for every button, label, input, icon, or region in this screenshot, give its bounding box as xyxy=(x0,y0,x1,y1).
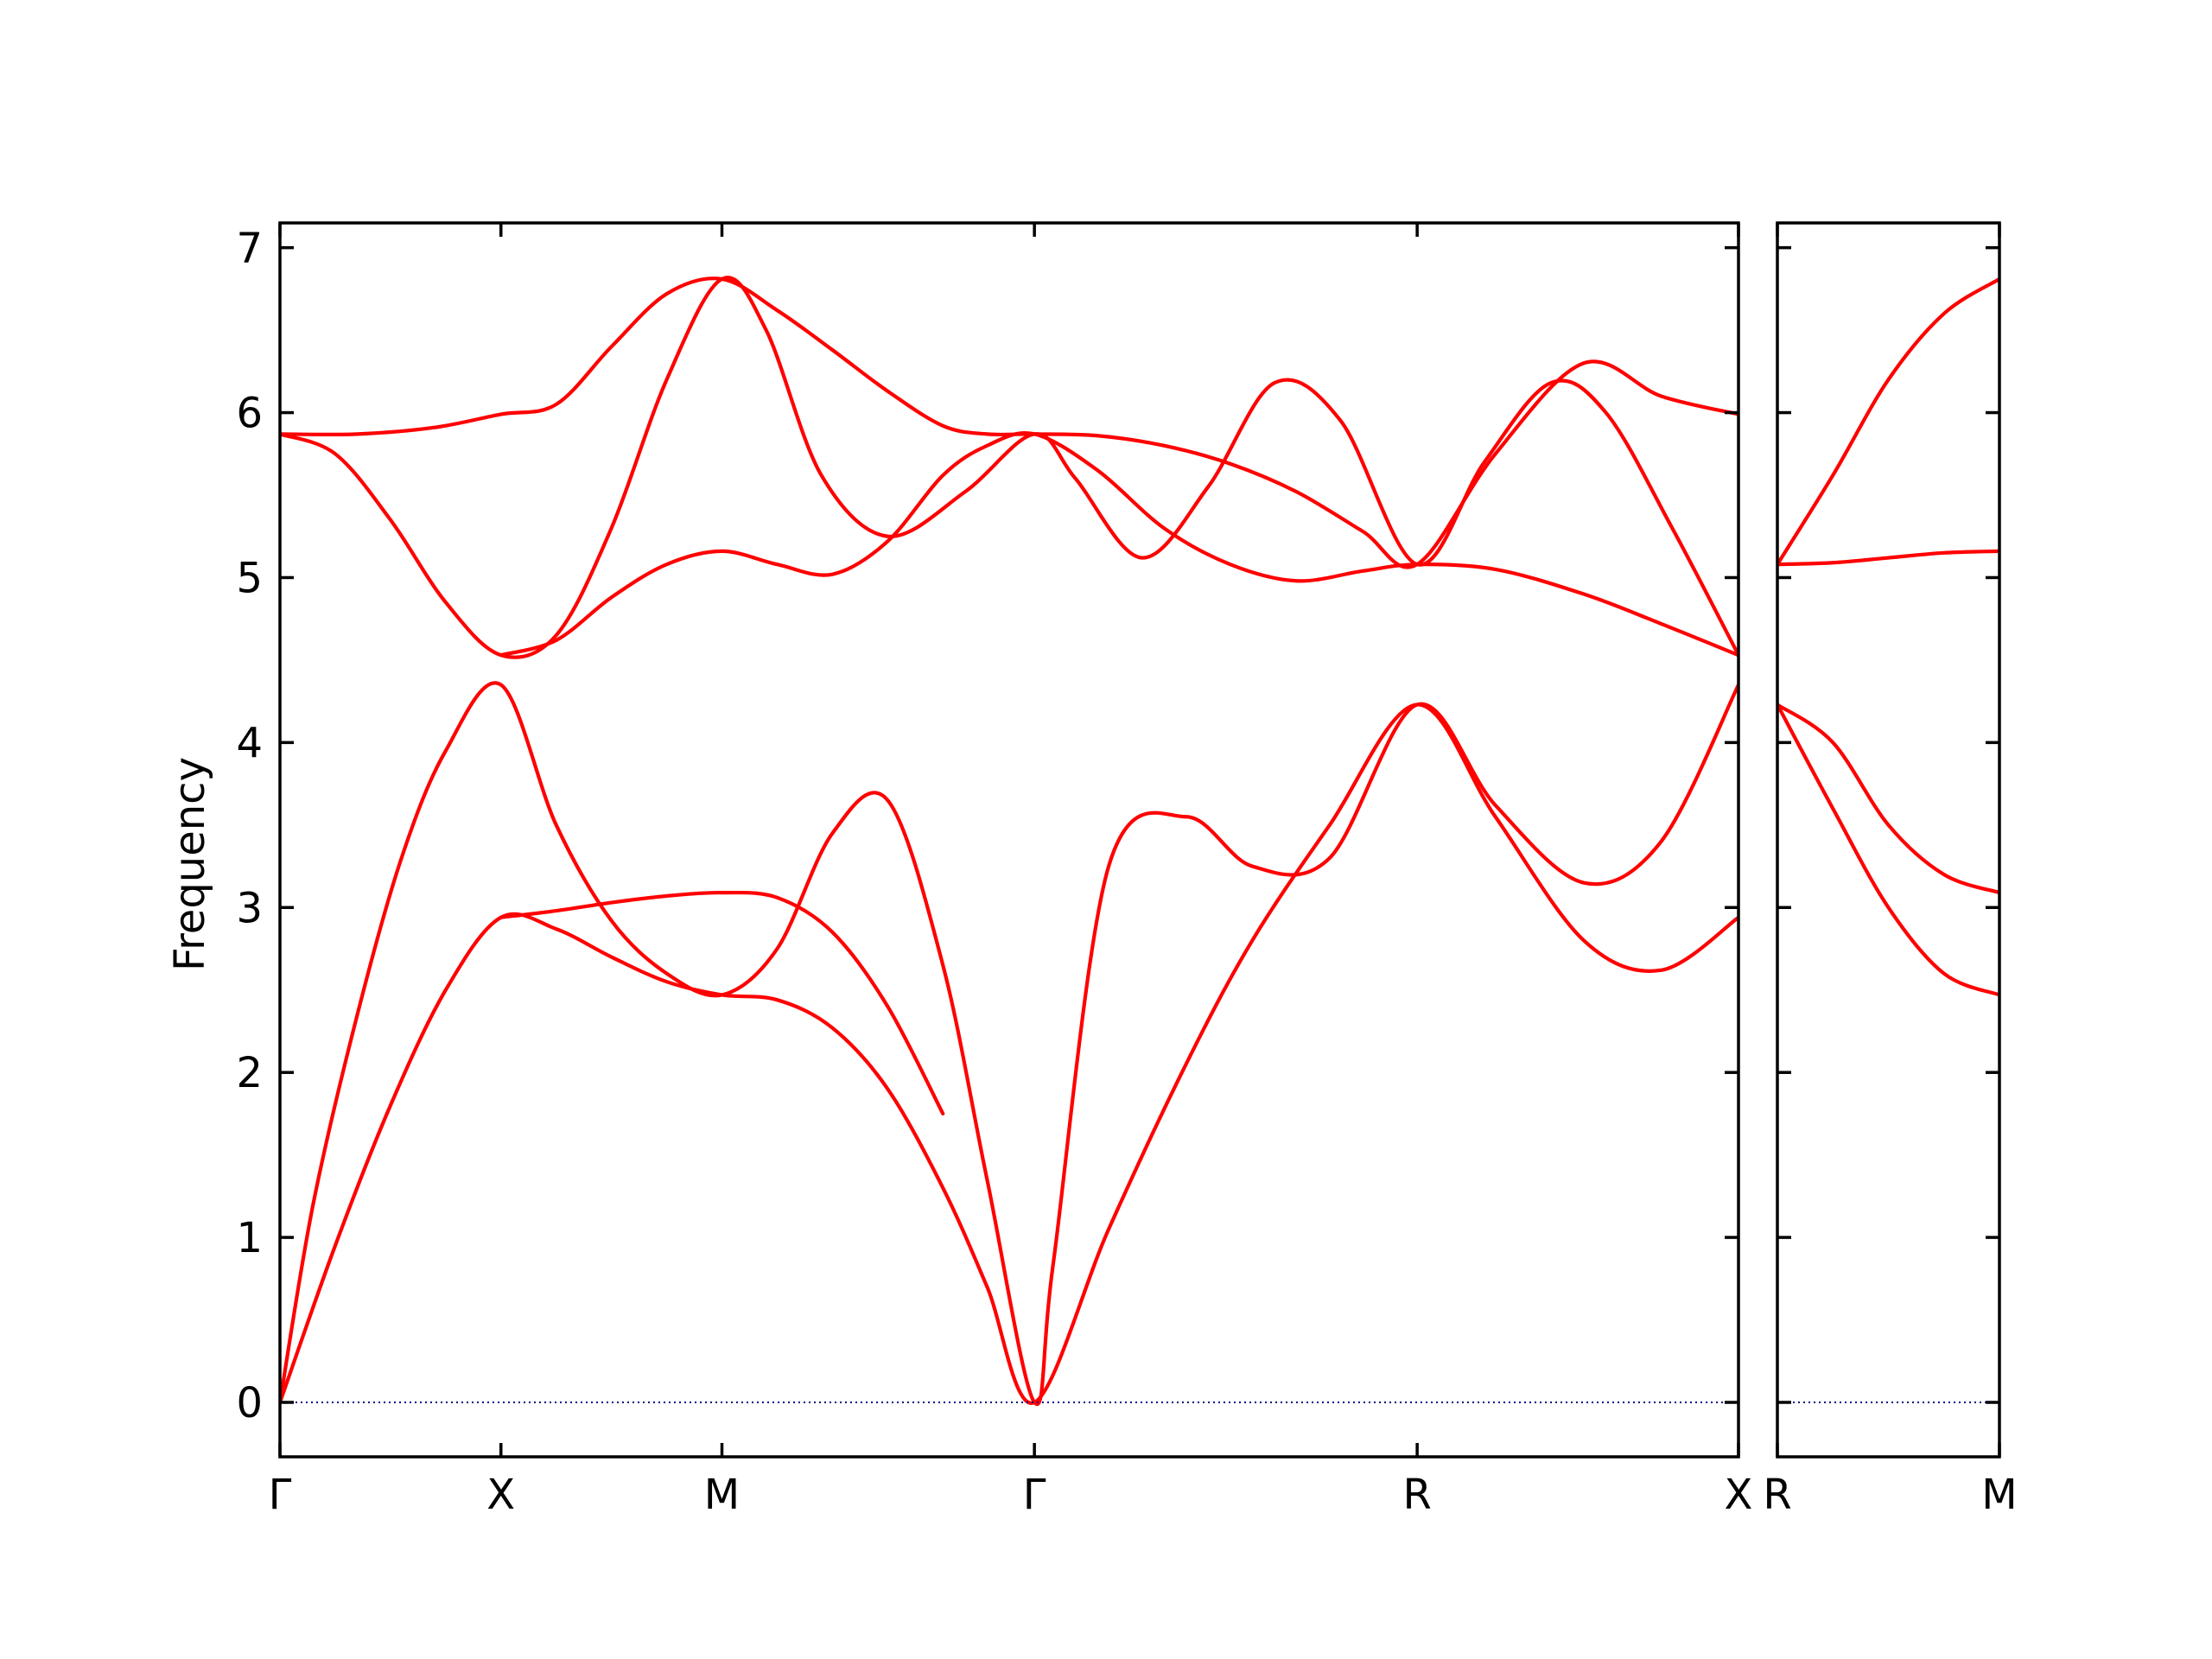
phonon-band-6 xyxy=(499,431,1738,658)
x-tick-label-X: X xyxy=(486,1471,515,1519)
phonon-band-1 xyxy=(280,702,1738,1405)
plot-frame xyxy=(1776,221,2001,1459)
phonon-band-2 xyxy=(1777,702,1999,895)
phonon-band-3 xyxy=(1777,549,1999,567)
x-tick-label-X: X xyxy=(1725,1471,1753,1519)
x-tick-label-M: M xyxy=(704,1471,740,1519)
x-tick-label-Γ: Γ xyxy=(269,1471,292,1519)
phonon-band-4 xyxy=(280,276,1738,569)
y-tick-label: 4 xyxy=(236,719,263,767)
y-axis-label: Frequency xyxy=(166,757,214,971)
x-tick-label-Γ: Γ xyxy=(1023,1471,1046,1519)
y-tick-label: 5 xyxy=(236,554,263,602)
phonon-band-1 xyxy=(1777,702,1999,997)
y-tick-label: 0 xyxy=(236,1379,263,1427)
y-tick-label: 3 xyxy=(236,884,263,932)
series-group xyxy=(1777,276,1999,1403)
x-tick-label-M: M xyxy=(1981,1471,2017,1519)
x-tick-label-R: R xyxy=(1402,1471,1431,1519)
panel-main: 0 1 2 3 4 5 6 7 Γ X M Γ R X xyxy=(236,221,1753,1519)
y-tick-label: 7 xyxy=(236,225,263,273)
phonon-band-5 xyxy=(280,276,1738,659)
y-tick-label: 1 xyxy=(236,1214,263,1262)
x-tick-label-R: R xyxy=(1763,1471,1791,1519)
series-group xyxy=(280,276,1738,1407)
phonon-band-3 xyxy=(499,890,945,1116)
plot-frame xyxy=(278,221,1740,1459)
phonon-band-2 xyxy=(280,681,1738,1407)
phonon-band-4 xyxy=(1777,276,1999,567)
y-tick-label: 6 xyxy=(236,390,263,438)
y-tick-label: 2 xyxy=(236,1049,263,1097)
